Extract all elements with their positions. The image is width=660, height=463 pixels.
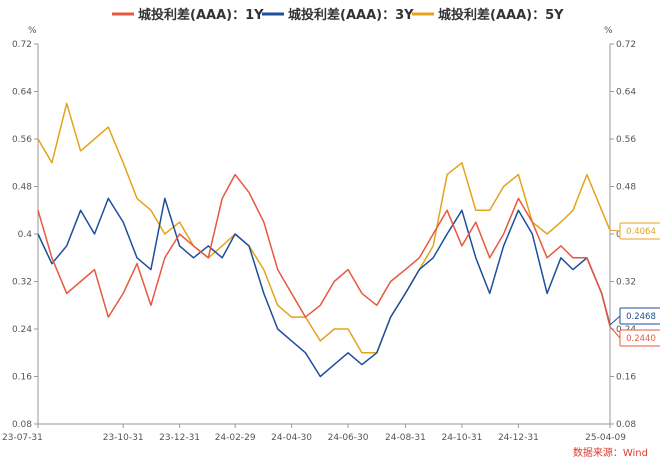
x-tick-label: 24-12-31 [498, 433, 539, 443]
left-axis-unit: % [28, 26, 37, 36]
series-line [37, 102, 611, 354]
end-label-box [619, 307, 660, 325]
end-label-text: 0.2440 [626, 334, 656, 344]
legend: 城投利差(AAA)：1Y 城投利差(AAA)：3Y 城投利差(AAA)：5Y [112, 7, 564, 23]
end-label-connector [609, 229, 621, 232]
axes [37, 44, 611, 425]
legend-label: 城投利差(AAA)：5Y [438, 7, 564, 23]
y-tick-label-right: 0.64 [616, 88, 636, 98]
y-tick-label-left: 0.64 [12, 88, 32, 98]
series-line [37, 197, 611, 378]
y-tick-label-right: 0.16 [616, 373, 636, 383]
y-tick-label-left: 0.16 [12, 373, 32, 383]
y-tick-label-left: 0.4 [18, 230, 33, 240]
data-source-label: 数据来源：Wind [573, 446, 648, 459]
y-tick-label-left: 0.24 [12, 325, 32, 335]
x-tick-label: 24-06-30 [328, 433, 369, 443]
x-tick-label: 23-10-31 [103, 433, 144, 443]
tick-labels: 0.720.720.640.640.560.560.480.480.40.40.… [2, 40, 636, 443]
y-tick-label-right: 0.48 [616, 183, 636, 193]
y-tick-label-right: 0.72 [616, 40, 636, 50]
end-label-box [619, 222, 660, 240]
end-label-text: 0.4064 [626, 227, 656, 237]
x-tick-label: 24-02-29 [215, 433, 256, 443]
end-label-connector [609, 326, 621, 339]
y-tick-label-left: 0.08 [12, 420, 32, 430]
y-tick-label-left: 0.56 [12, 135, 32, 145]
x-tick-label: 23-12-31 [159, 433, 200, 443]
y-tick-label-right: 0.56 [616, 135, 636, 145]
end-label-connector [609, 315, 621, 326]
y-tick-label-left: 0.72 [12, 40, 32, 50]
x-tick-label: 24-04-30 [271, 433, 312, 443]
x-tick-label: 23-07-31 [2, 433, 43, 443]
legend-label: 城投利差(AAA)：3Y [288, 7, 414, 23]
series-line [37, 173, 611, 327]
y-tick-label-right: 0.32 [616, 278, 636, 288]
series-lines [37, 102, 611, 378]
x-tick-label: 24-08-31 [385, 433, 426, 443]
y-tick-label-left: 0.32 [12, 278, 32, 288]
y-tick-label-left: 0.48 [12, 183, 32, 193]
x-tick-label: 24-10-31 [441, 433, 482, 443]
x-tick-label: 25-04-09 [585, 433, 626, 443]
end-value-labels: 0.4064 0.2468 0.2440 [609, 222, 660, 347]
end-label-box [619, 329, 660, 347]
legend-label: 城投利差(AAA)：1Y [138, 7, 264, 23]
y-tick-label-right: 0.08 [616, 420, 636, 430]
right-axis-unit: % [604, 26, 613, 36]
end-label-text: 0.2468 [626, 312, 656, 322]
